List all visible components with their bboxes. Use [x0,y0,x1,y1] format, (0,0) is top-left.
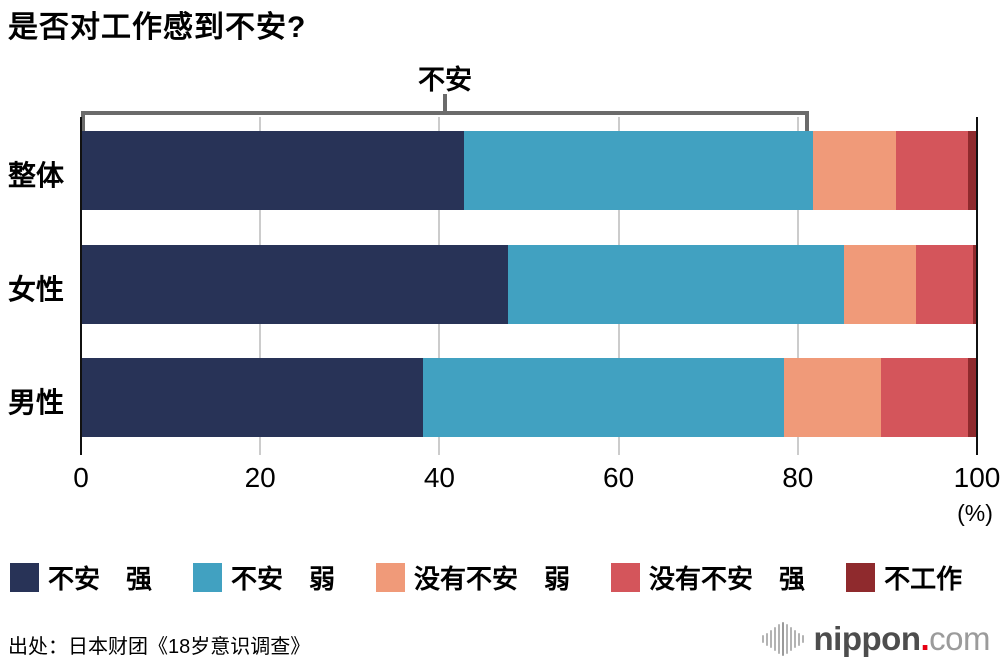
bar-segment [916,245,973,324]
x-tick-label: 0 [73,462,89,493]
legend-swatch [846,563,876,592]
bracket-center-tick [443,94,447,113]
logo-text-com: com [929,620,990,657]
legend-swatch [611,563,641,592]
bracket-right-leg [805,111,810,132]
legend-label: 不工作 [884,564,963,594]
legend-label: 没有不安 弱 [414,564,571,594]
legend-swatch [193,563,223,592]
logo-text-nippon: nippon [813,620,921,657]
legend-label: 不安 强 [48,564,153,594]
bar-row-女性 [82,245,978,324]
legend-label: 不安 弱 [231,564,336,594]
bar-segment [968,358,978,437]
legend-swatch [10,563,39,592]
nippon-logo: nippon. com [761,620,991,658]
soundwave-icon [761,620,804,658]
gridline-100 [976,117,978,455]
bar-segment [895,131,969,210]
logo-wordmark: nippon. com [813,620,991,658]
chart-title: 是否对工作感到不安? [8,11,307,44]
x-tick-label: 60 [603,462,635,493]
bar-segment [844,245,917,324]
legend-item: 不工作 [846,559,962,596]
bracket-left-leg [81,111,85,132]
category-label-整体: 整体 [8,159,65,191]
bar-row-男性 [82,358,978,437]
bracket-horizontal [81,111,810,115]
logo-red-dot: . [920,620,930,657]
bar-segment [82,131,464,210]
x-tick-label: 40 [423,462,455,493]
bar-segment [423,358,785,437]
bar-row-整体 [82,131,978,210]
bar-segment [813,131,896,210]
x-tick-label: 100 [953,462,1000,493]
bracket-label: 不安 [418,65,472,95]
legend-item: 不安 强 [10,559,152,596]
source-note: 出处：日本财团《18岁意识调查》 [8,636,311,658]
bar-segment [881,358,969,437]
legend-swatch [376,563,406,592]
legend-label: 没有不安 强 [649,564,806,594]
bar-segment [82,245,509,324]
legend: 不安 强 不安 弱 没有不安 弱 没有不安 强 不工作 [10,559,962,596]
category-label-女性: 女性 [8,273,65,305]
legend-item: 没有不安 强 [611,559,805,596]
bar-segment [463,131,814,210]
bar-segment [784,358,882,437]
axis-unit-label: (%) [957,500,993,526]
bar-segment [82,358,424,437]
legend-item: 不安 弱 [193,559,335,596]
bar-segment [968,131,978,210]
x-tick-label: 80 [782,462,814,493]
gridline-0 [80,117,82,455]
bar-segment [508,245,845,324]
legend-item: 没有不安 弱 [376,559,570,596]
category-label-男性: 男性 [8,386,65,418]
bar-segment [972,245,978,324]
x-tick-label: 20 [244,462,276,493]
